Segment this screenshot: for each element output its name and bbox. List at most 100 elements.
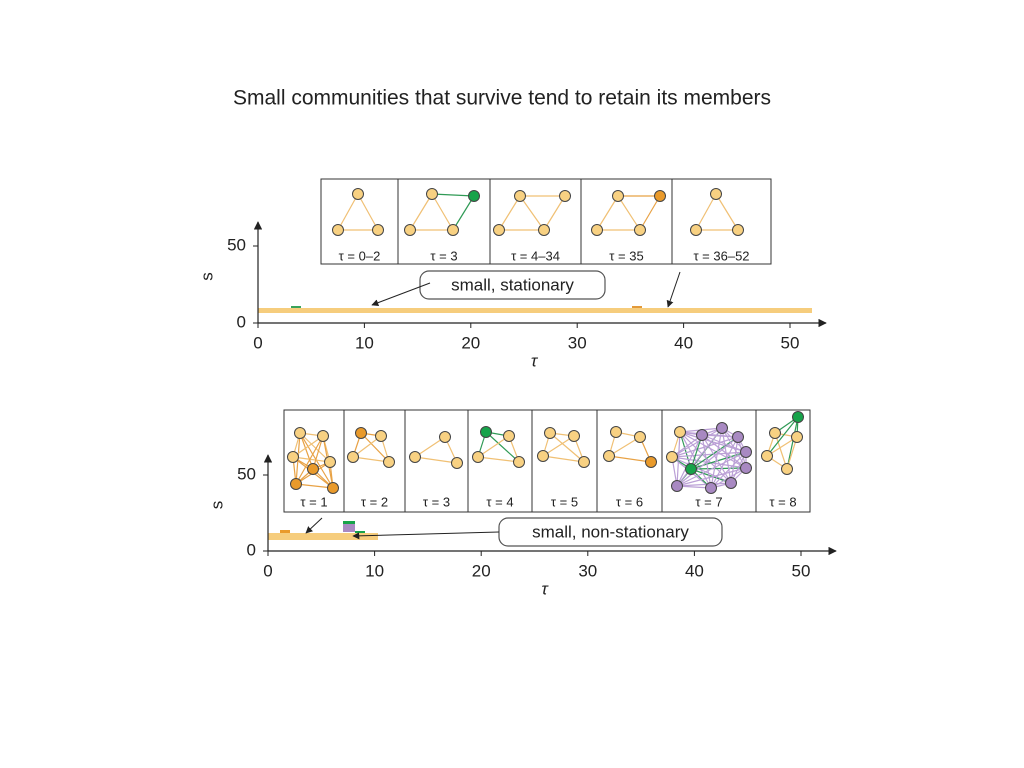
graph-node: [591, 224, 603, 236]
community-band: [291, 306, 301, 308]
graph-edge: [710, 451, 747, 489]
annotation: small, stationary: [451, 275, 574, 294]
graph-edge: [676, 482, 732, 487]
x-axis-label: τ: [531, 351, 539, 370]
community-band: [258, 308, 812, 313]
graph-edge: [671, 436, 739, 458]
annotation: small, non-stationary: [532, 522, 689, 541]
graph-edge: [679, 431, 692, 470]
graph-edge: [360, 432, 390, 463]
snapshot-label: τ = 7: [695, 494, 722, 509]
graph-edge: [485, 431, 520, 463]
graph-node: [383, 456, 395, 468]
graph-node: [493, 224, 505, 236]
x-tick-label: 20: [472, 561, 491, 580]
snapshot-label: τ = 4–34: [511, 248, 560, 263]
graph-edge: [452, 195, 475, 231]
graph-node: [409, 451, 421, 463]
community-band: [280, 530, 290, 533]
graph-node: [781, 463, 793, 475]
graph-node: [716, 422, 728, 434]
graph-edge: [543, 195, 566, 231]
graph-edge: [431, 193, 475, 197]
graph-edge: [671, 434, 703, 458]
snapshot-label: τ = 35: [609, 248, 643, 263]
graph-node: [696, 429, 708, 441]
community-band: [343, 524, 355, 532]
graph-edge: [519, 195, 545, 231]
graph-node: [468, 190, 480, 202]
snapshot-label: τ = 5: [551, 494, 578, 509]
snapshot-label: τ = 36–52: [693, 248, 749, 263]
graph-node: [537, 450, 549, 462]
graph-edge: [676, 451, 747, 487]
graph-node: [578, 456, 590, 468]
graph-edge: [679, 431, 747, 469]
graph-node: [290, 478, 302, 490]
graph-node: [685, 463, 697, 475]
graph-edge: [676, 431, 681, 487]
snapshot-label: τ = 3: [430, 248, 457, 263]
graph-node: [705, 482, 717, 494]
graph-node: [740, 446, 752, 458]
graph-edge: [477, 435, 510, 458]
y-axis-label: s: [197, 272, 216, 281]
graph-edge: [786, 416, 799, 470]
graph-node: [352, 188, 364, 200]
graph-edge: [596, 195, 619, 231]
graph-node: [324, 456, 336, 468]
graph-edge: [608, 436, 641, 457]
graph-edge: [774, 432, 788, 470]
graph-node: [674, 426, 686, 438]
graph-node: [725, 477, 737, 489]
graph-node: [327, 482, 339, 494]
graph-edge: [690, 451, 747, 470]
graph-edge: [676, 434, 703, 487]
slide-title: Small communities that survive tend to r…: [233, 87, 771, 110]
graph-edge: [295, 483, 334, 489]
graph-node: [610, 426, 622, 438]
graph-edge: [676, 467, 747, 487]
x-tick-label: 50: [792, 561, 811, 580]
x-tick-label: 30: [568, 333, 587, 352]
x-tick-label: 20: [461, 333, 480, 352]
snapshot-frame: [320, 178, 772, 265]
community-band: [355, 531, 365, 533]
x-tick-label: 10: [355, 333, 374, 352]
graph-node: [451, 457, 463, 469]
x-tick-label: 40: [685, 561, 704, 580]
snapshot-label: τ = 1: [300, 494, 327, 509]
graph-node: [761, 450, 773, 462]
community-band: [632, 306, 642, 308]
snapshot-label: τ = 4: [486, 494, 513, 509]
graph-edge: [295, 435, 324, 485]
graph-node: [480, 426, 492, 438]
graph-edge: [676, 427, 723, 487]
graph-edge: [701, 434, 712, 489]
graph-node: [404, 224, 416, 236]
graph-edge: [414, 456, 458, 464]
community-band: [268, 533, 378, 540]
community-band: [343, 521, 355, 524]
graph-edge: [352, 456, 390, 463]
graph-node: [690, 224, 702, 236]
graph-edge: [690, 467, 747, 470]
graph-node: [472, 451, 484, 463]
graph-edge: [671, 451, 747, 458]
graph-node: [447, 224, 459, 236]
graph-node: [791, 431, 803, 443]
graph-edge: [676, 436, 739, 487]
graph-edge: [671, 456, 732, 484]
graph-edge: [498, 195, 521, 231]
graph-edge: [542, 435, 575, 457]
graph-node: [287, 451, 299, 463]
x-axis-label: τ: [541, 579, 549, 598]
annotation-arrow: [305, 517, 323, 534]
graph-node: [732, 431, 744, 443]
graph-node: [503, 430, 515, 442]
graph-edge: [477, 456, 520, 463]
snapshot-label: τ = 2: [361, 494, 388, 509]
graph-node: [769, 427, 781, 439]
graph-edge: [701, 434, 747, 469]
